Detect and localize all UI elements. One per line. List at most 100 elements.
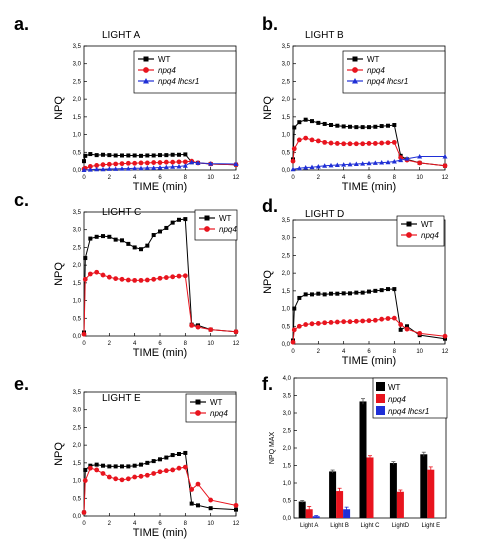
data-point bbox=[83, 153, 88, 158]
panel-letter: c. bbox=[14, 190, 29, 210]
data-point bbox=[125, 166, 131, 171]
bar bbox=[329, 471, 337, 518]
data-point bbox=[144, 160, 150, 166]
data-point bbox=[335, 123, 340, 128]
bar bbox=[298, 501, 306, 518]
x-tick-label: 2 bbox=[317, 175, 321, 181]
data-point bbox=[367, 125, 371, 130]
x-tick-label: 8 bbox=[393, 175, 397, 181]
data-point bbox=[163, 275, 169, 280]
data-point bbox=[183, 450, 188, 455]
legend-marker bbox=[406, 221, 412, 227]
series-line bbox=[83, 452, 237, 513]
data-point bbox=[113, 161, 119, 167]
data-point bbox=[88, 463, 93, 468]
data-point bbox=[132, 153, 137, 158]
data-point bbox=[151, 459, 156, 464]
data-point bbox=[132, 277, 138, 283]
data-point bbox=[177, 217, 181, 222]
data-point bbox=[309, 321, 315, 327]
y-tick-label: 1,5 bbox=[73, 115, 82, 121]
data-point bbox=[392, 123, 397, 128]
data-point bbox=[83, 256, 88, 261]
panel-light-c: c. LIGHT C 0,0 0,5 1,0 1,5 2,0 2,5 3,0 3,5 0 2 4 6 8 10… bbox=[14, 190, 240, 359]
data-point bbox=[310, 119, 314, 124]
series-WT bbox=[82, 450, 238, 515]
data-point bbox=[334, 162, 340, 168]
legend-marker bbox=[406, 232, 412, 238]
data-point bbox=[113, 166, 119, 171]
data-point bbox=[328, 162, 334, 168]
bar bbox=[389, 463, 397, 518]
data-point bbox=[100, 166, 106, 172]
data-point bbox=[391, 139, 397, 145]
data-point bbox=[417, 160, 423, 166]
legend-label: WT bbox=[158, 55, 171, 64]
data-point bbox=[335, 291, 340, 296]
data-point bbox=[348, 124, 352, 129]
y-tick-label: 3,0 bbox=[283, 411, 292, 417]
data-point bbox=[132, 474, 138, 480]
data-point bbox=[113, 464, 118, 469]
legend-label: WT bbox=[421, 220, 434, 229]
data-point bbox=[170, 274, 176, 280]
data-point bbox=[310, 292, 314, 297]
data-point bbox=[386, 123, 390, 128]
category-label: Light A bbox=[300, 523, 318, 529]
y-tick-label: 0,5 bbox=[73, 496, 82, 502]
data-point bbox=[385, 159, 391, 165]
data-point bbox=[341, 319, 347, 325]
data-point bbox=[322, 139, 328, 145]
legend-box bbox=[185, 393, 237, 423]
data-point bbox=[82, 159, 86, 164]
data-point bbox=[309, 164, 315, 170]
data-point bbox=[360, 318, 366, 324]
data-point bbox=[164, 225, 169, 230]
data-point bbox=[107, 464, 112, 469]
data-point bbox=[443, 336, 447, 341]
data-point bbox=[417, 154, 423, 159]
data-point bbox=[87, 167, 93, 172]
x-tick-label: 12 bbox=[233, 521, 240, 527]
x-tick-label: 4 bbox=[133, 175, 137, 181]
data-point bbox=[292, 306, 297, 311]
y-tick-label: 2,0 bbox=[283, 446, 292, 452]
y-tick-label: 2,5 bbox=[73, 425, 82, 431]
y-tick-label: 3,5 bbox=[73, 44, 82, 50]
data-point bbox=[87, 271, 93, 277]
legend: WT npq4 npq4 lhcsr1 bbox=[133, 50, 237, 94]
y-axis-label: NPQ bbox=[262, 270, 274, 294]
data-point bbox=[183, 217, 188, 222]
data-point bbox=[101, 152, 105, 157]
data-point bbox=[182, 163, 188, 168]
data-point bbox=[347, 141, 353, 147]
series-line bbox=[292, 288, 446, 341]
legend-swatch bbox=[376, 406, 385, 415]
legend: WT npq4 npq4 lhcsr1 bbox=[372, 377, 448, 419]
legend-label: npq4 bbox=[421, 231, 439, 240]
y-tick-label: 3,5 bbox=[282, 218, 291, 224]
data-point bbox=[88, 236, 93, 241]
y-tick-label: 3,0 bbox=[73, 228, 82, 234]
x-tick-label: 12 bbox=[442, 349, 449, 355]
y-tick-label: 2,0 bbox=[73, 443, 82, 449]
data-point bbox=[208, 327, 214, 333]
y-tick-label: 0,0 bbox=[282, 168, 291, 174]
data-point bbox=[341, 291, 346, 296]
y-tick-label: 3,5 bbox=[73, 210, 82, 216]
x-tick-label: 6 bbox=[367, 349, 371, 355]
data-point bbox=[170, 453, 175, 458]
data-point bbox=[125, 160, 131, 166]
y-tick-label: 1,0 bbox=[73, 479, 82, 485]
y-tick-label: 2,5 bbox=[283, 429, 292, 435]
data-point bbox=[164, 455, 169, 460]
panel-letter: e. bbox=[14, 374, 29, 394]
x-tick-label: 0 bbox=[291, 175, 295, 181]
x-tick-label: 12 bbox=[442, 175, 449, 181]
data-point bbox=[144, 165, 150, 170]
legend-swatch bbox=[376, 382, 385, 391]
data-point bbox=[151, 165, 157, 170]
data-point bbox=[290, 158, 296, 164]
x-tick-label: 8 bbox=[393, 349, 397, 355]
data-point bbox=[177, 152, 181, 157]
